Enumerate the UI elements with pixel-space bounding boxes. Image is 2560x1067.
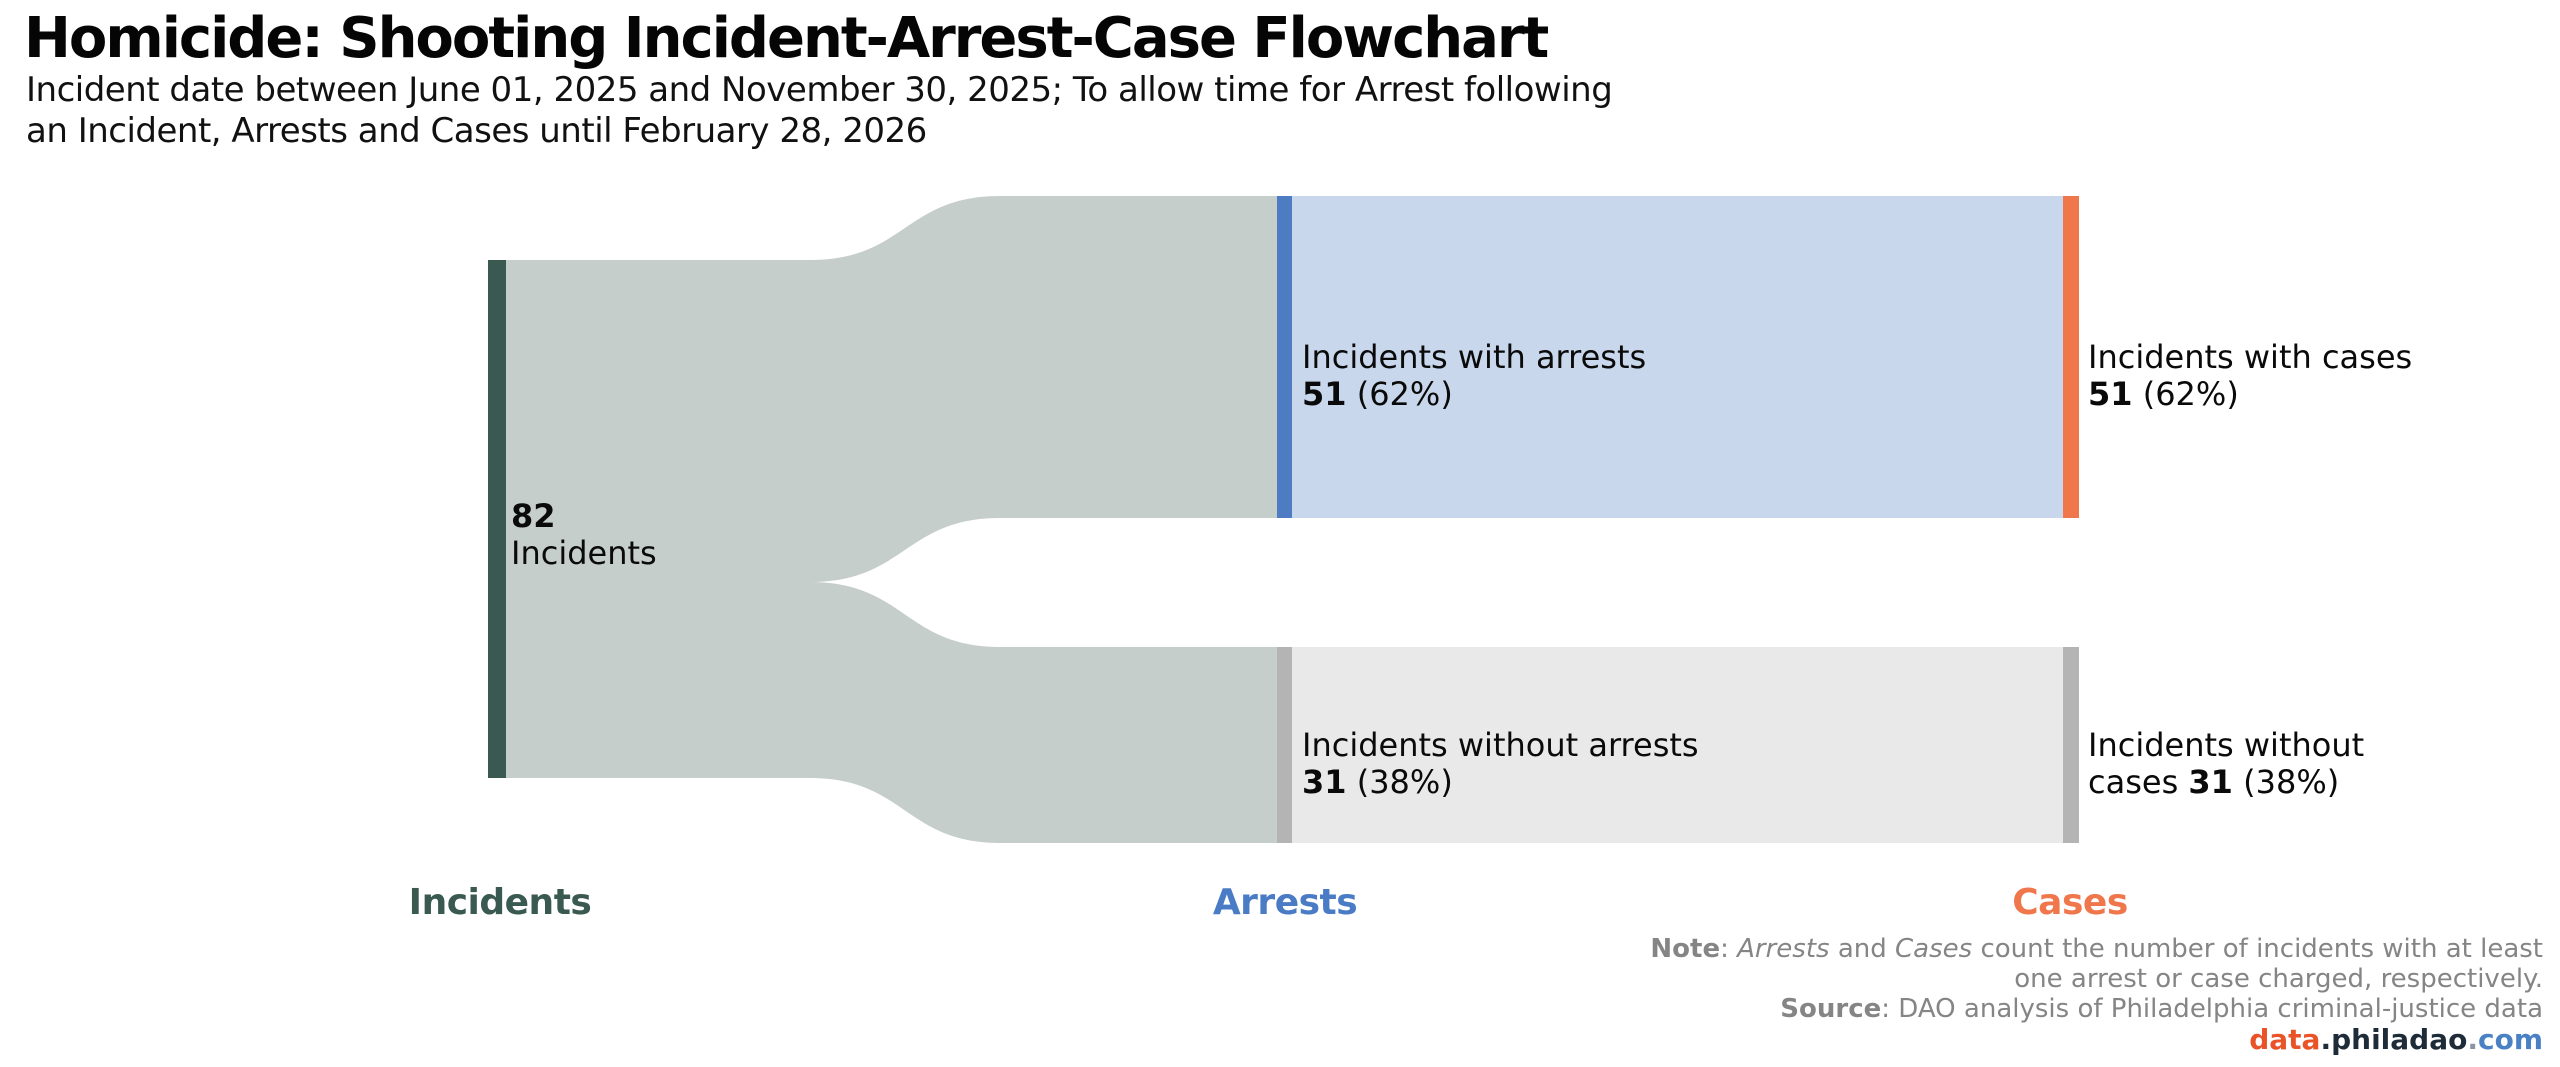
node-bar-incidents-with-arrests [1277, 196, 1292, 518]
note-line-2: one arrest or case charged, respectively… [2014, 964, 2543, 994]
page-title: Homicide: Shooting Incident-Arrest-Case … [24, 6, 1549, 71]
node-bar-incidents [488, 260, 506, 778]
flow-incidents-to-with-arrests [506, 196, 1277, 582]
stage-label-arrests: Arrests [1212, 882, 1358, 923]
with-arrests-name: Incidents with arrests [1302, 338, 1647, 376]
node-bar-incidents-without-arrests [1277, 647, 1292, 843]
source-line: Source: DAO analysis of Philadelphia cri… [1780, 994, 2543, 1024]
flow-with-arrests-to-with-cases [1292, 196, 2063, 518]
flow-incidents-to-without-arrests [506, 582, 1277, 843]
node-label-with-arrests: Incidents with arrests 51 (62%) [1302, 339, 1646, 413]
node-bar-incidents-with-cases [2063, 196, 2079, 518]
flow-without-arrests-to-without-cases [1292, 647, 2063, 843]
node-label-incidents: 82 Incidents [511, 498, 657, 572]
with-cases-name: Incidents with cases [2088, 338, 2413, 376]
without-cases-count: cases 31 (38%) [2088, 763, 2340, 801]
without-arrests-name: Incidents without arrests [1302, 726, 1699, 764]
subtitle-line-2: an Incident, Arrests and Cases until Feb… [26, 111, 927, 151]
node-label-with-cases: Incidents with cases 51 (62%) [2088, 339, 2412, 413]
stage-label-incidents: Incidents [408, 882, 592, 923]
incidents-name: Incidents [511, 534, 657, 572]
subtitle-line-1: Incident date between June 01, 2025 and … [26, 70, 1613, 110]
without-arrests-count: 31 (38%) [1302, 763, 1453, 801]
without-cases-name: Incidents without [2088, 726, 2365, 764]
incidents-count: 82 [511, 497, 556, 535]
node-label-without-arrests: Incidents without arrests 31 (38%) [1302, 727, 1699, 801]
node-bar-incidents-without-cases [2063, 647, 2079, 843]
with-cases-count: 51 (62%) [2088, 375, 2239, 413]
brand-link[interactable]: data.philadao.com [2249, 1023, 2543, 1056]
node-label-without-cases: Incidents without cases 31 (38%) [2088, 727, 2364, 801]
footnote: Note: Arrests and Cases count the number… [1650, 934, 2543, 1055]
stage-label-cases: Cases [2012, 882, 2128, 923]
page-subtitle: Incident date between June 01, 2025 and … [26, 70, 1613, 152]
note-line-1: Note: Arrests and Cases count the number… [1650, 934, 2543, 964]
with-arrests-count: 51 (62%) [1302, 375, 1453, 413]
